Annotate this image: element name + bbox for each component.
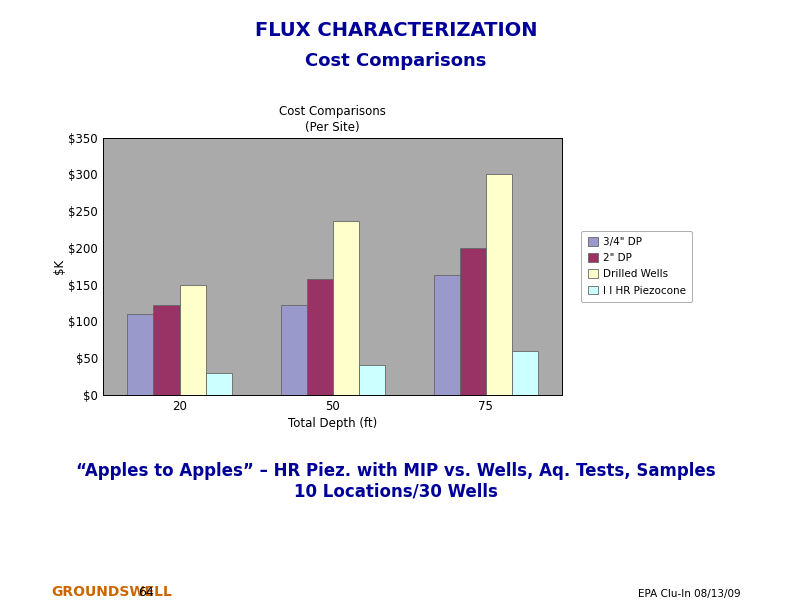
Bar	[333, 221, 359, 395]
Bar	[154, 305, 180, 395]
Bar	[434, 275, 459, 395]
Y-axis label: $K: $K	[52, 259, 66, 274]
Bar	[128, 314, 154, 395]
Text: Cost Comparisons: Cost Comparisons	[305, 52, 487, 70]
Text: GROUNDSWELL: GROUNDSWELL	[51, 584, 173, 599]
Bar	[512, 351, 538, 395]
Bar	[206, 373, 231, 395]
Text: EPA Clu-In 08/13/09: EPA Clu-In 08/13/09	[638, 589, 741, 599]
Bar	[459, 248, 485, 395]
Bar	[485, 174, 512, 395]
Bar	[359, 365, 385, 395]
Bar	[180, 285, 206, 395]
Bar	[307, 280, 333, 395]
Text: 64: 64	[139, 586, 154, 599]
Text: FLUX CHARACTERIZATION: FLUX CHARACTERIZATION	[255, 21, 537, 40]
Legend: 3/4" DP, 2" DP, Drilled Wells, I I HR Piezocone: 3/4" DP, 2" DP, Drilled Wells, I I HR Pi…	[581, 231, 692, 302]
Title: Cost Comparisons
(Per Site): Cost Comparisons (Per Site)	[280, 105, 386, 134]
Bar	[280, 305, 307, 395]
Text: “Apples to Apples” – HR Piez. with MIP vs. Wells, Aq. Tests, Samples
10 Location: “Apples to Apples” – HR Piez. with MIP v…	[76, 462, 716, 501]
X-axis label: Total Depth (ft): Total Depth (ft)	[288, 417, 377, 430]
